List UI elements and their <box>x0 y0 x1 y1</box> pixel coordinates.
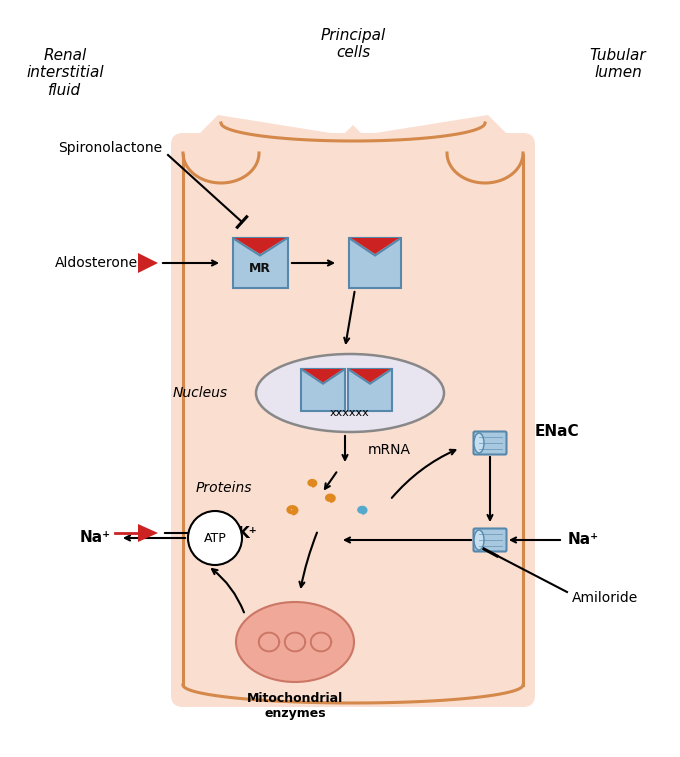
FancyBboxPatch shape <box>233 238 288 288</box>
Circle shape <box>188 511 242 565</box>
Polygon shape <box>183 115 523 175</box>
FancyBboxPatch shape <box>348 369 392 411</box>
Text: Renal
interstitial
fluid: Renal interstitial fluid <box>27 48 104 98</box>
Ellipse shape <box>236 602 354 682</box>
Text: Mitochondrial
enzymes: Mitochondrial enzymes <box>247 692 343 720</box>
Text: Aldosterone: Aldosterone <box>55 256 138 270</box>
Polygon shape <box>303 369 343 382</box>
Text: Tubular
lumen: Tubular lumen <box>590 48 646 80</box>
Text: Na⁺: Na⁺ <box>568 532 599 547</box>
Text: Spironolactone: Spironolactone <box>58 141 162 155</box>
Text: ATP: ATP <box>203 531 226 544</box>
Text: Proteins: Proteins <box>196 481 252 495</box>
Text: K⁺: K⁺ <box>238 525 258 540</box>
Polygon shape <box>301 369 345 384</box>
Polygon shape <box>233 238 288 256</box>
Polygon shape <box>348 369 392 384</box>
FancyBboxPatch shape <box>473 528 507 552</box>
Text: ENaC: ENaC <box>535 425 579 440</box>
FancyBboxPatch shape <box>301 369 345 411</box>
Text: xxxxxx: xxxxxx <box>330 408 370 418</box>
Polygon shape <box>349 238 401 256</box>
Polygon shape <box>235 238 286 254</box>
Ellipse shape <box>256 354 444 432</box>
FancyBboxPatch shape <box>349 238 401 288</box>
FancyBboxPatch shape <box>473 431 507 454</box>
Polygon shape <box>138 253 158 273</box>
Polygon shape <box>351 238 399 254</box>
Text: MR: MR <box>249 263 271 276</box>
Polygon shape <box>138 524 158 542</box>
Text: Amiloride: Amiloride <box>572 591 639 605</box>
Text: Principal
cells: Principal cells <box>320 28 386 61</box>
Polygon shape <box>350 369 390 382</box>
Ellipse shape <box>474 530 484 550</box>
Ellipse shape <box>474 433 484 453</box>
FancyBboxPatch shape <box>171 133 535 707</box>
Text: Na⁺: Na⁺ <box>80 531 111 546</box>
Text: mRNA: mRNA <box>368 443 411 457</box>
Text: Nucleus: Nucleus <box>173 386 228 400</box>
